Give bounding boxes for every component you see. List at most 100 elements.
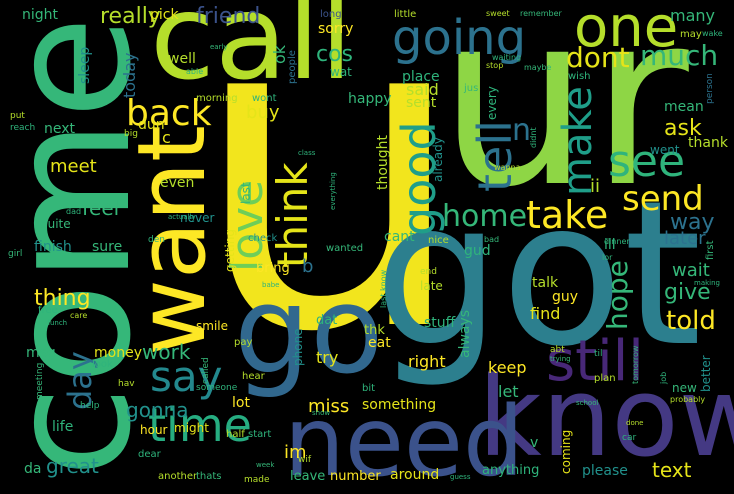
word-class: class: [298, 149, 316, 157]
word-b: b: [302, 256, 314, 277]
word-phone: phone: [291, 328, 305, 366]
word-much: much: [640, 39, 719, 72]
word-money: money: [94, 345, 142, 361]
word-coming: coming: [559, 429, 573, 474]
word-big: big: [124, 129, 138, 139]
word-bit: bit: [362, 383, 376, 394]
word-thk: thk: [364, 323, 385, 338]
word-thought: thought: [375, 134, 391, 190]
word-last-know: last know: [379, 269, 388, 308]
word-stuff: stuff: [424, 315, 456, 331]
word-every: every: [485, 86, 499, 120]
word-dad: dad: [66, 207, 82, 216]
word-jus: jus: [464, 83, 479, 94]
word-always: always: [457, 309, 473, 358]
word-bring: bring: [256, 261, 290, 276]
word-know: know: [478, 353, 734, 481]
word-leave: leave: [290, 469, 326, 484]
word-friend: friend: [196, 4, 261, 29]
word-remember: remember: [520, 9, 562, 18]
word-mean: mean: [664, 99, 704, 115]
word-job: job: [659, 371, 668, 384]
word-bad: bad: [484, 235, 500, 244]
word-number: number: [330, 469, 381, 484]
word-people: people: [287, 50, 298, 84]
word-c: c: [162, 128, 171, 147]
word-done: done: [626, 419, 644, 427]
word-time: time: [148, 398, 252, 452]
word-hear: hear: [242, 371, 265, 382]
word-probably: probably: [670, 395, 706, 404]
word-better: better: [699, 355, 713, 392]
word-sweet: sweet: [486, 9, 510, 18]
word-morning: morning: [196, 93, 238, 104]
word-free: free: [38, 305, 58, 316]
word-way: way: [670, 210, 715, 235]
word-someone: someone: [196, 383, 238, 393]
word-going: going: [392, 10, 527, 66]
word-hav: hav: [118, 379, 135, 389]
word-wanna: wanna: [494, 163, 521, 172]
word-went: went: [650, 143, 680, 157]
word-eat: eat: [368, 335, 391, 351]
word-nice: nice: [428, 235, 449, 246]
word-everything: everything: [329, 172, 337, 210]
word-one: one: [574, 0, 679, 60]
word-wake: wake: [702, 29, 723, 38]
word-gud: gud: [464, 243, 491, 259]
word-car: car: [622, 433, 637, 443]
word-guy: guy: [552, 289, 579, 305]
word-feel: feel: [82, 196, 120, 220]
word-den: den: [148, 235, 165, 245]
word-lor: lor: [602, 253, 613, 262]
word-sorry: sorry: [318, 21, 354, 37]
word-anything: anything: [482, 463, 540, 478]
word-cos: cos: [316, 42, 354, 67]
word-early: early: [210, 43, 228, 51]
word-ii: ii: [590, 176, 601, 197]
word-half: half: [226, 429, 245, 440]
word-trying: trying: [550, 355, 571, 363]
word-life: life: [52, 419, 74, 435]
word-msg: msg: [26, 345, 56, 361]
word-wish: wish: [568, 71, 591, 82]
word-check: check: [248, 233, 278, 244]
word-week: week: [256, 461, 275, 469]
word-still: still: [546, 329, 644, 394]
word-waiting: waiting: [492, 53, 522, 62]
word-babe: babe: [262, 281, 280, 289]
word-never: never: [180, 211, 215, 225]
word-dinner: dinner: [604, 237, 630, 246]
word-lunch: lunch: [48, 319, 68, 327]
word-work: work: [142, 340, 191, 364]
word-tomorrow: tomorrow: [631, 345, 640, 384]
word-another: another: [158, 471, 198, 482]
word-guess: guess: [450, 473, 471, 481]
word-new: new: [672, 381, 697, 395]
word-miss: miss: [308, 396, 350, 417]
word-making: making: [694, 279, 720, 287]
word-getting: getting: [223, 229, 237, 272]
word-ok: ok: [270, 44, 289, 64]
word-look: look: [92, 359, 113, 370]
word-night: night: [22, 7, 59, 23]
word-smile: smile: [196, 319, 228, 333]
word-n: n: [512, 113, 532, 148]
word-til: til: [594, 349, 603, 359]
word-plan: plan: [594, 373, 616, 384]
word-thats: thats: [196, 471, 222, 482]
word-well: well: [168, 51, 196, 67]
word-keep: keep: [488, 358, 527, 377]
word-let: let: [498, 382, 519, 401]
word-da: da: [24, 461, 42, 477]
word-really: really: [100, 4, 161, 29]
word-quite: quite: [40, 217, 71, 231]
word-start: start: [248, 429, 272, 440]
word-think: think: [268, 162, 317, 268]
word-girl: girl: [8, 249, 23, 259]
word-made: made: [244, 475, 270, 485]
word-place: place: [402, 69, 440, 85]
word-buy: buy: [246, 102, 280, 123]
word-told: told: [666, 306, 716, 336]
word-maybe: maybe: [524, 63, 552, 72]
